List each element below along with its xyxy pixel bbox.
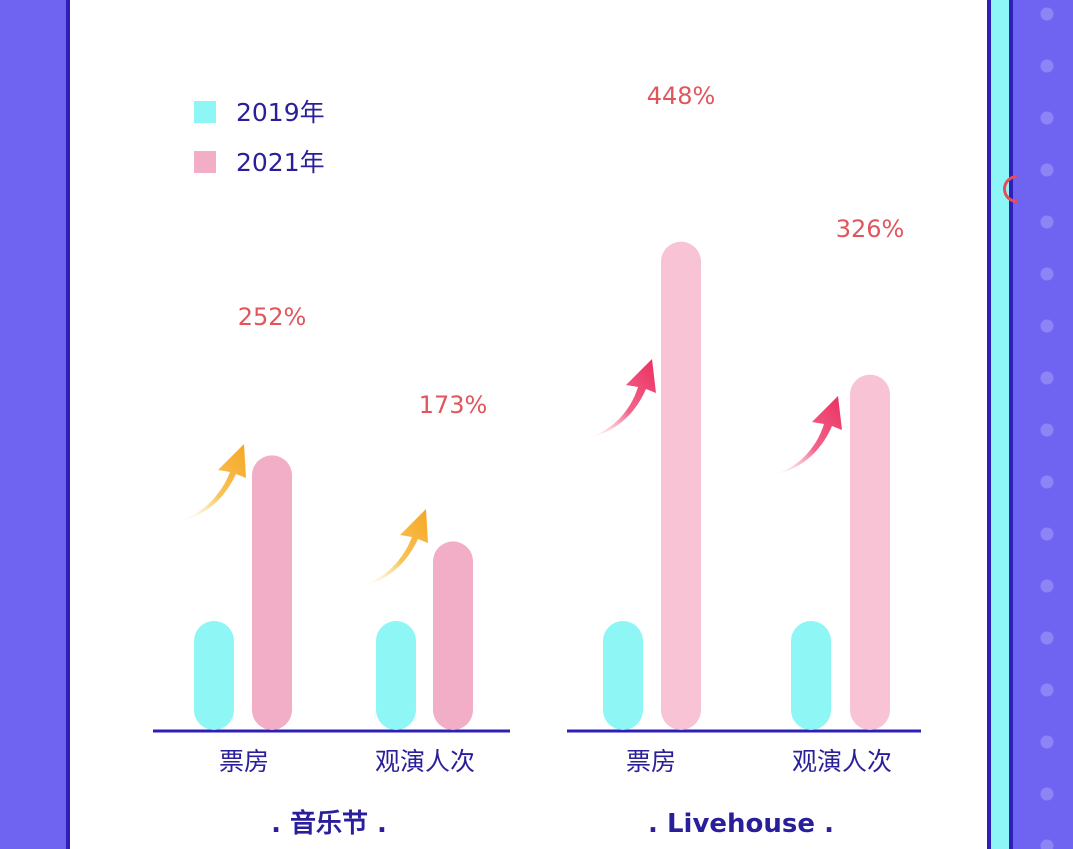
category-label-festival-boxoffice: 票房 (219, 747, 269, 776)
bar-livehouse-attendance-2021 (850, 374, 890, 730)
decorative-mark (1003, 175, 1017, 203)
bar-festival-attendance-2021 (433, 541, 473, 730)
legend-label-2019: 2019年 (236, 98, 325, 127)
arrow-up-icon (182, 444, 246, 520)
arrow-up-icon (364, 509, 428, 585)
bar-festival-boxoffice-2021 (252, 455, 292, 730)
data-label-festival-attendance: 173% (419, 391, 488, 419)
category-label-livehouse-boxoffice: 票房 (626, 747, 676, 776)
decorative-stripe (991, 0, 1013, 849)
group-label-festival: . 音乐节 . (271, 808, 387, 839)
bar-livehouse-boxoffice-2021 (661, 241, 701, 730)
bar-festival-boxoffice-2019 (194, 621, 234, 730)
legend-label-2021: 2021年 (236, 148, 325, 177)
data-label-livehouse-attendance: 326% (836, 215, 905, 243)
bar-livehouse-attendance-2019 (791, 621, 831, 730)
bar-festival-attendance-2019 (376, 621, 416, 730)
data-label-livehouse-boxoffice: 448% (647, 82, 716, 110)
arrow-up-icon (590, 359, 656, 437)
category-label-livehouse-attendance: 观演人次 (792, 747, 892, 776)
arrow-up-icon (776, 396, 842, 474)
group-label-livehouse: . Livehouse . (648, 809, 834, 839)
bar-livehouse-boxoffice-2019 (603, 621, 643, 730)
legend-swatch-2021 (194, 151, 216, 173)
data-label-festival-boxoffice: 252% (238, 303, 307, 331)
legend-swatch-2019 (194, 101, 216, 123)
dotted-background (1013, 0, 1073, 849)
category-label-festival-attendance: 观演人次 (375, 747, 475, 776)
